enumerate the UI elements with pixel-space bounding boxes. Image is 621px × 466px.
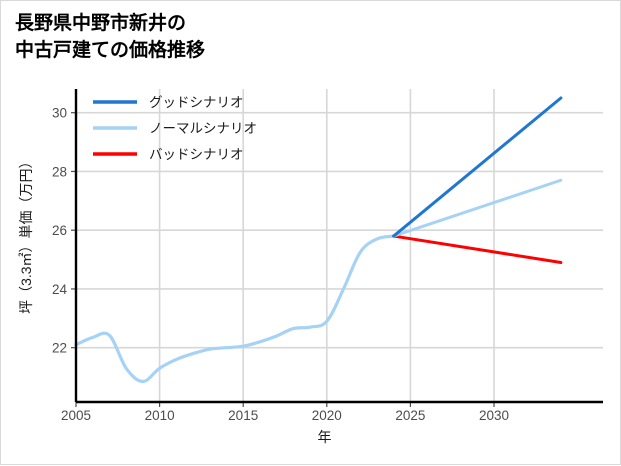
series-line <box>392 234 563 265</box>
legend-label: グッドシナリオ <box>149 95 244 110</box>
y-axis-tick-label: 24 <box>52 282 68 297</box>
x-axis-tick-label: 2005 <box>61 408 91 423</box>
x-axis-tick-label: 2030 <box>479 408 509 423</box>
axis-tick-labels: 22 24 26 28 30 2005 2010 2015 2020 2025 2030 <box>52 106 509 423</box>
page-title: 長野県中野市新井の 中古戸建ての価格推移 <box>15 13 206 61</box>
y-axis-title: 坪（3.3㎡）単価（万円） <box>18 154 34 313</box>
x-axis-tick-label: 2015 <box>228 408 258 423</box>
axis-lines <box>71 89 603 407</box>
y-axis-tick-label: 26 <box>52 223 67 238</box>
y-axis-tick-label: 22 <box>52 341 67 356</box>
x-axis-tick-label: 2010 <box>145 408 175 423</box>
x-axis-title: 年 <box>318 429 332 445</box>
gridlines <box>75 89 603 402</box>
axis-titles: 年 坪（3.3㎡）単価（万円） <box>18 154 332 445</box>
legend-label: バッドシナリオ <box>149 147 244 162</box>
series-lines <box>74 96 563 384</box>
x-axis-tick-label: 2025 <box>395 408 425 423</box>
series-line <box>392 96 563 238</box>
legend-label: ノーマルシナリオ <box>149 121 257 136</box>
series-line <box>392 178 563 238</box>
series-line <box>74 234 396 384</box>
y-axis-tick-label: 28 <box>52 164 67 179</box>
x-axis-tick-label: 2020 <box>312 408 342 423</box>
y-axis-tick-label: 30 <box>52 106 67 121</box>
